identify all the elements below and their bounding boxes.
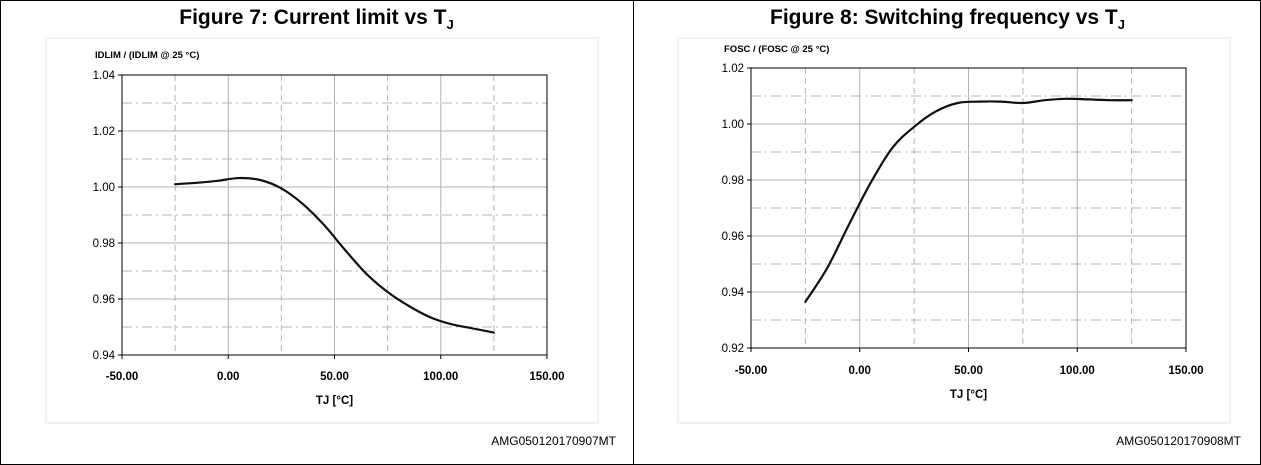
y-axis-label: FOSC / (FOSC @ 25 °C): [724, 44, 829, 55]
x-tick-label: 50.00: [954, 365, 983, 377]
x-tick-label: -50.00: [106, 371, 139, 383]
figure-8-title: Figure 8: Switching frequency vs TJ: [770, 6, 1125, 33]
y-tick-label: 0.92: [722, 343, 744, 355]
y-tick-label: 0.94: [93, 350, 116, 362]
y-tick-label: 1.02: [722, 63, 744, 75]
x-axis-label: TJ [°C]: [316, 395, 353, 407]
y-axis-label: IDLIM / (IDLIM @ 25 °C): [95, 50, 199, 61]
figure-7-code: AMG050120170907MT: [491, 434, 616, 448]
x-tick-label: 0.00: [849, 365, 871, 377]
y-tick-label: 0.96: [722, 231, 744, 243]
x-tick-label: 150.00: [529, 371, 564, 383]
y-tick-label: 0.96: [93, 294, 115, 306]
y-tick-label: 0.98: [93, 238, 115, 250]
panel-divider: [633, 0, 634, 465]
y-tick-label: 1.04: [93, 70, 116, 82]
figure-7-title: Figure 7: Current limit vs TJ: [179, 6, 454, 33]
x-tick-label: -50.00: [735, 365, 768, 377]
series-line: [174, 176, 495, 334]
figure-8-code: AMG050120170908MT: [1116, 434, 1241, 448]
x-tick-label: 0.00: [217, 371, 239, 383]
y-tick-label: 0.98: [722, 175, 744, 187]
figure-7-chart: 0.94 0.96 0.98 1.00 1.02 1.04 -50.00 0.00 50.00 1…: [45, 37, 599, 424]
x-tick-label: 150.00: [1168, 365, 1203, 377]
y-tick-label: 1.00: [93, 182, 115, 194]
x-tick-label: 50.00: [320, 371, 349, 383]
y-tick-label: 1.02: [93, 126, 115, 138]
x-tick-label: 100.00: [1060, 365, 1095, 377]
x-axis-label: TJ [°C]: [950, 389, 987, 401]
y-tick-label: 0.94: [722, 287, 745, 299]
y-tick-label: 1.00: [722, 119, 744, 131]
x-tick-label: 100.00: [423, 371, 458, 383]
series-line: [804, 97, 1133, 303]
